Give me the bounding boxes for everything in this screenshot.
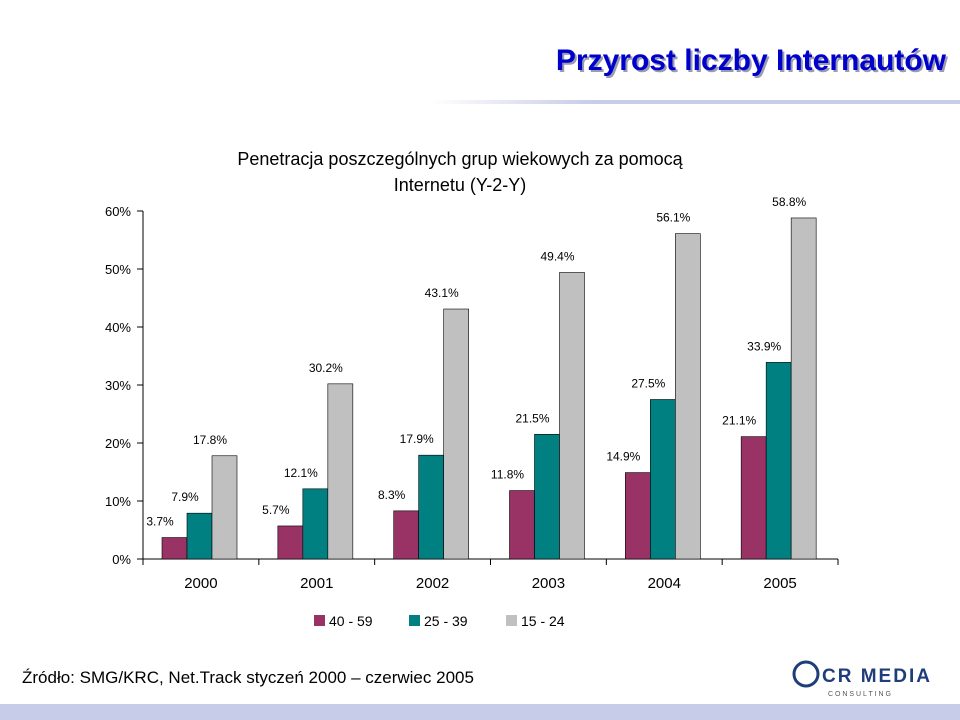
- data-label: 17.9%: [400, 432, 434, 446]
- title-underline: [430, 100, 960, 104]
- data-label: 58.8%: [772, 195, 806, 209]
- data-label: 21.5%: [515, 411, 549, 425]
- data-label: 8.3%: [378, 488, 406, 502]
- legend-label: 40 - 59: [329, 613, 373, 629]
- y-tick-label: 60%: [105, 204, 131, 219]
- bar: [650, 399, 676, 560]
- y-tick-label: 10%: [105, 494, 131, 509]
- data-label: 30.2%: [309, 361, 343, 375]
- bar: [765, 362, 792, 560]
- data-label: 27.5%: [631, 377, 665, 391]
- y-tick-label: 40%: [105, 320, 131, 335]
- data-label: 7.9%: [171, 490, 199, 504]
- chart-title-line-2: Internetu (Y-2-Y): [393, 175, 527, 195]
- data-label: 43.1%: [425, 286, 459, 300]
- data-label: 12.1%: [284, 466, 318, 480]
- legend-swatch: [314, 615, 325, 626]
- bar: [418, 454, 444, 560]
- data-label: 56.1%: [656, 211, 690, 225]
- bar: [559, 272, 585, 560]
- y-tick-label: 20%: [105, 436, 131, 451]
- legend-label: 15 - 24: [521, 613, 565, 629]
- bar: [625, 472, 651, 560]
- bar: [443, 308, 469, 560]
- data-label: 49.4%: [540, 249, 574, 263]
- x-category-label: 2005: [763, 575, 796, 592]
- bar: [211, 455, 238, 560]
- data-label: 5.7%: [262, 503, 290, 517]
- data-label: 33.9%: [747, 339, 781, 353]
- logo-wordmark: CR MEDIA: [822, 666, 932, 687]
- x-category-label: 2000: [184, 575, 217, 592]
- logo-subtext: C O N S U L T I N G: [828, 691, 891, 698]
- legend-label: 25 - 39: [424, 613, 468, 629]
- footer-bar: [0, 704, 960, 720]
- data-label: 14.9%: [606, 450, 640, 464]
- bar-chart: 0% 10% 20% 30% 40% 50% 60% 2000 3.7% 7.9% 17.8% 200…: [105, 195, 839, 629]
- x-category-label: 2004: [648, 575, 681, 592]
- bar: [790, 217, 817, 560]
- y-tick-label: 30%: [105, 378, 131, 393]
- y-tick-label: 0%: [112, 552, 131, 567]
- bar: [327, 383, 354, 560]
- bar: [186, 512, 213, 560]
- bar: [161, 537, 188, 560]
- bar: [302, 488, 329, 560]
- cr-media-logo: CR MEDIA C O N S U L T I N G: [792, 660, 932, 698]
- bar: [277, 525, 304, 560]
- source-note: Źródło: SMG/KRC, Net.Track styczeń 2000 …: [22, 668, 474, 687]
- chart-title: Penetracja poszczególnych grup wiekowych…: [180, 146, 740, 198]
- chart-title-line-1: Penetracja poszczególnych grup wiekowych…: [237, 149, 683, 169]
- bar: [675, 233, 701, 560]
- bar: [393, 510, 419, 560]
- data-label: 17.8%: [193, 433, 227, 447]
- bar: [509, 490, 535, 560]
- data-label: 3.7%: [146, 515, 174, 529]
- bar: [740, 436, 767, 560]
- slide-title: Przyrost liczby Internautów: [555, 44, 946, 77]
- legend-swatch: [506, 615, 517, 626]
- bar: [534, 433, 560, 560]
- data-label: 21.1%: [722, 414, 756, 428]
- data-label: 11.8%: [491, 468, 524, 482]
- y-tick-label: 50%: [105, 262, 131, 277]
- x-category-label: 2003: [532, 575, 565, 592]
- x-category-label: 2002: [416, 575, 449, 592]
- legend-swatch: [409, 615, 420, 626]
- x-category-label: 2001: [300, 575, 333, 592]
